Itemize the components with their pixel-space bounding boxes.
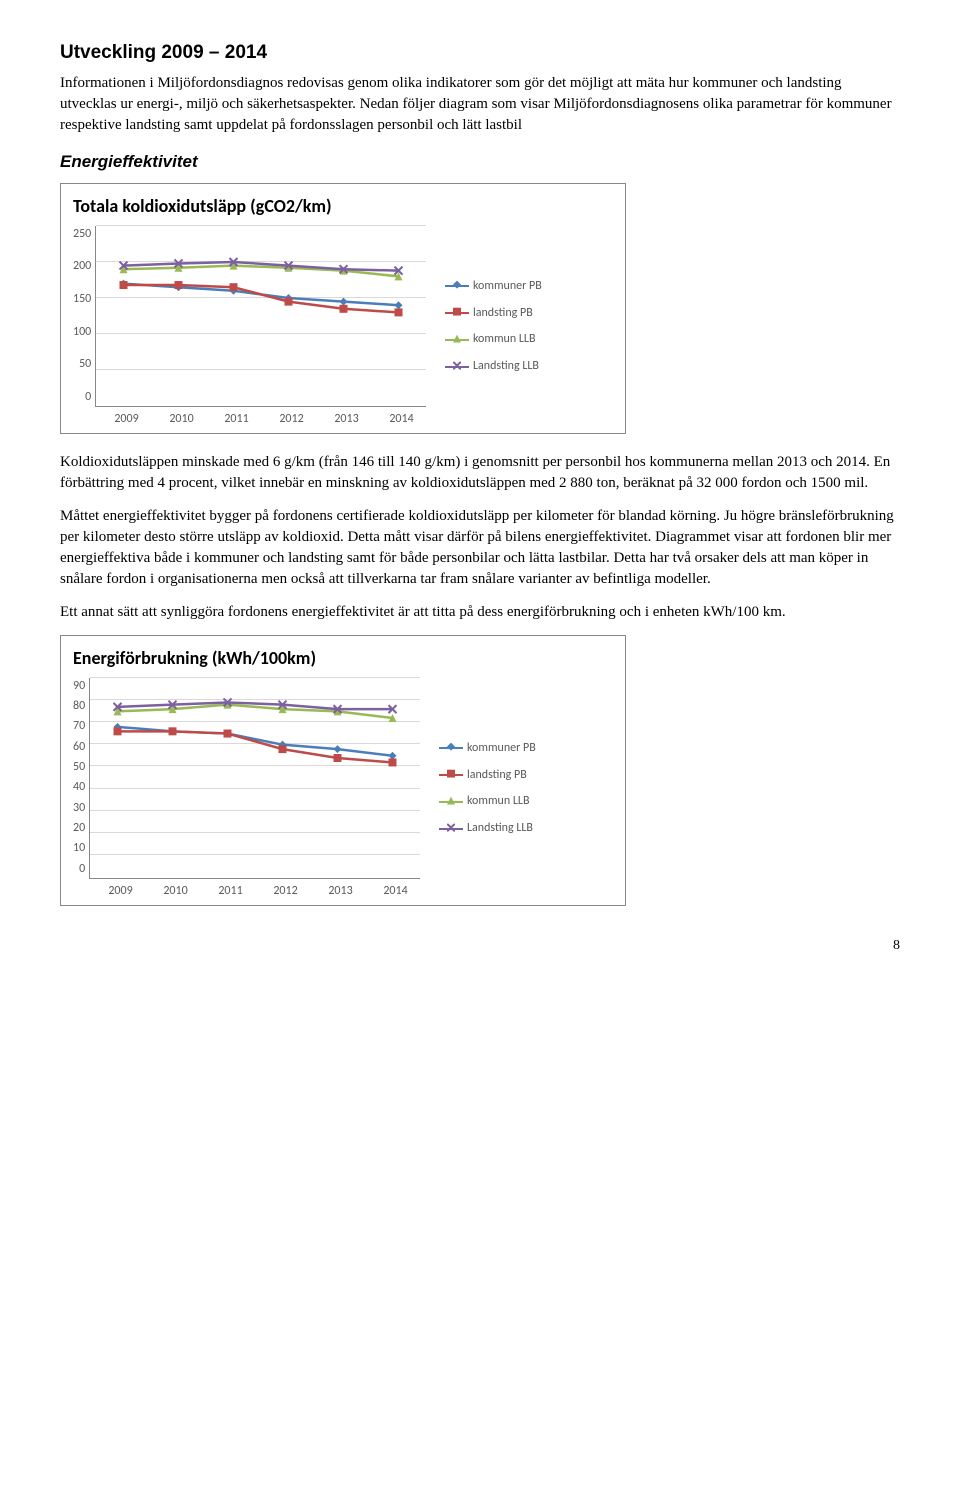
series-marker xyxy=(169,727,177,735)
chart-title: Totala koldioxidutsläpp (gCO2/km) xyxy=(73,194,613,219)
series-marker xyxy=(395,301,403,309)
x-tick-label: 2011 xyxy=(209,411,264,428)
legend-marker-icon xyxy=(447,740,455,757)
legend-item: kommuner PB xyxy=(439,740,536,757)
body-paragraph: Ett annat sätt att synliggöra fordonens … xyxy=(60,602,900,623)
series-line xyxy=(118,731,393,762)
y-tick-label: 60 xyxy=(73,739,85,756)
series-line xyxy=(118,704,393,717)
y-tick-label: 100 xyxy=(73,324,91,341)
legend: kommuner PB landsting PB kommun LLB Landsti… xyxy=(445,226,542,428)
y-tick-label: 0 xyxy=(79,861,85,878)
legend-label: kommuner PB xyxy=(473,278,542,295)
legend-marker-icon xyxy=(447,793,455,810)
y-axis: 90 80 70 60 50 40 30 20 10 0 xyxy=(73,678,89,878)
legend-item: kommun LLB xyxy=(439,793,536,810)
y-tick-label: 30 xyxy=(73,800,85,817)
legend-item: landsting PB xyxy=(439,767,536,784)
x-tick-label: 2011 xyxy=(203,883,258,900)
legend-item: Landsting LLB xyxy=(439,820,536,837)
energy-chart: Energiförbrukning (kWh/100km) 90 80 70 60 50 4… xyxy=(60,635,626,906)
plot-area xyxy=(95,226,426,407)
body-paragraph: Måttet energieffektivitet bygger på ford… xyxy=(60,506,900,590)
x-tick-label: 2009 xyxy=(93,883,148,900)
x-tick-label: 2010 xyxy=(148,883,203,900)
legend-label: Landsting LLB xyxy=(467,820,533,837)
series-line xyxy=(124,265,399,276)
x-tick-label: 2012 xyxy=(264,411,319,428)
x-tick-label: 2009 xyxy=(99,411,154,428)
series-marker xyxy=(175,281,183,289)
series-marker xyxy=(334,754,342,762)
legend-label: landsting PB xyxy=(467,767,527,784)
body-paragraph: Koldioxidutsläppen minskade med 6 g/km (… xyxy=(60,452,900,494)
legend-item: kommuner PB xyxy=(445,278,542,295)
x-tick-label: 2013 xyxy=(313,883,368,900)
y-tick-label: 40 xyxy=(73,779,85,796)
legend-item: Landsting LLB xyxy=(445,358,542,375)
x-tick-label: 2012 xyxy=(258,883,313,900)
y-tick-label: 250 xyxy=(73,226,91,243)
series-marker xyxy=(279,745,287,753)
series-marker xyxy=(230,283,238,291)
y-tick-label: 0 xyxy=(85,389,91,406)
page-heading: Utveckling 2009 – 2014 xyxy=(60,40,900,67)
legend-label: kommun LLB xyxy=(473,331,536,348)
legend-label: kommuner PB xyxy=(467,740,536,757)
x-axis: 200920102011201220132014 xyxy=(93,883,423,900)
series-marker xyxy=(340,297,348,305)
series-marker xyxy=(120,281,128,289)
series-marker xyxy=(224,729,232,737)
series-marker xyxy=(334,745,342,753)
y-tick-label: 20 xyxy=(73,820,85,837)
y-tick-label: 50 xyxy=(79,356,91,373)
legend-label: kommun LLB xyxy=(467,793,530,810)
y-tick-label: 50 xyxy=(73,759,85,776)
legend-item: kommun LLB xyxy=(445,331,542,348)
co2-chart: Totala koldioxidutsläpp (gCO2/km) 250 200 1… xyxy=(60,183,626,434)
legend-marker-icon xyxy=(447,767,455,784)
series-marker xyxy=(114,727,122,735)
y-tick-label: 200 xyxy=(73,258,91,275)
x-axis: 200920102011201220132014 xyxy=(99,411,429,428)
y-tick-label: 80 xyxy=(73,698,85,715)
legend-marker-icon xyxy=(453,305,461,322)
legend-label: landsting PB xyxy=(473,305,533,322)
legend-marker-icon xyxy=(453,331,461,348)
legend-item: landsting PB xyxy=(445,305,542,322)
series-line xyxy=(124,285,399,312)
legend-marker-icon xyxy=(447,820,455,837)
x-tick-label: 2014 xyxy=(368,883,423,900)
page-number: 8 xyxy=(60,936,900,956)
x-tick-label: 2014 xyxy=(374,411,429,428)
series-marker xyxy=(340,304,348,312)
y-tick-label: 10 xyxy=(73,840,85,857)
legend-marker-icon xyxy=(453,358,461,375)
y-tick-label: 150 xyxy=(73,291,91,308)
x-tick-label: 2010 xyxy=(154,411,209,428)
chart-title: Energiförbrukning (kWh/100km) xyxy=(73,646,613,671)
series-marker xyxy=(389,758,397,766)
x-tick-label: 2013 xyxy=(319,411,374,428)
y-axis: 250 200 150 100 50 0 xyxy=(73,226,95,406)
plot-area xyxy=(89,678,420,879)
intro-paragraph: Informationen i Miljöfordonsdiagnos redo… xyxy=(60,73,900,136)
legend: kommuner PB landsting PB kommun LLB Landsti… xyxy=(439,678,536,900)
series-marker xyxy=(285,297,293,305)
legend-marker-icon xyxy=(453,278,461,295)
legend-label: Landsting LLB xyxy=(473,358,539,375)
y-tick-label: 70 xyxy=(73,718,85,735)
series-marker xyxy=(395,308,403,316)
y-tick-label: 90 xyxy=(73,678,85,695)
section-heading: Energieffektivitet xyxy=(60,150,900,174)
